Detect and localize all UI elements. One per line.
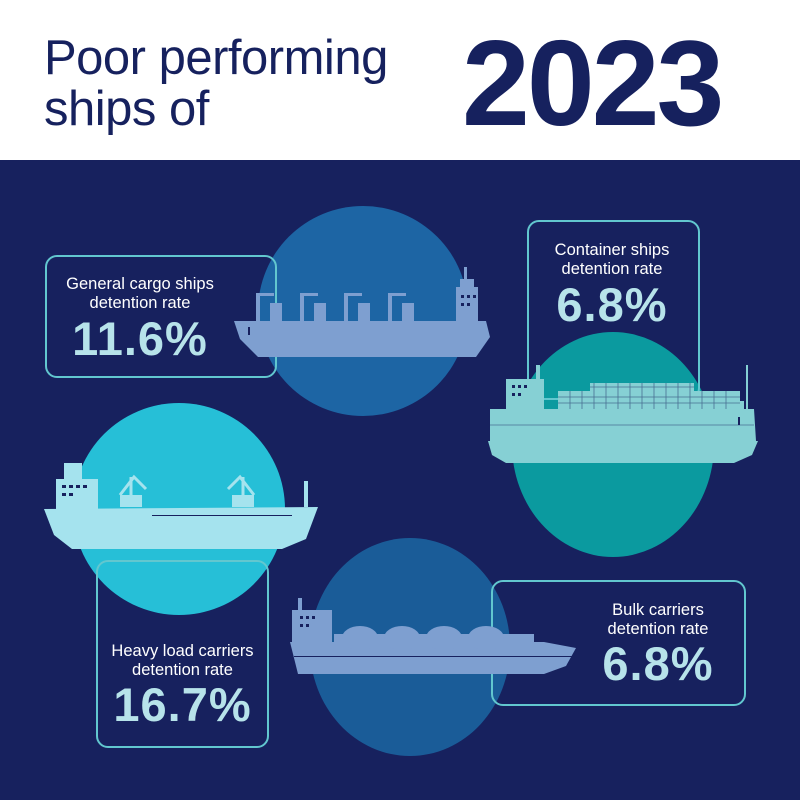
title-line-2: ships of <box>44 82 209 136</box>
container-value: 6.8% <box>556 278 668 331</box>
heavy-load-ship-icon <box>44 463 318 549</box>
heavy-load-value: 16.7% <box>113 678 252 731</box>
general-cargo-label-line2: detention rate <box>89 294 191 312</box>
bulk-value: 6.8% <box>602 637 714 690</box>
bulk-carrier-ship-icon <box>290 598 576 674</box>
container-label-line1: Container ships <box>554 241 670 259</box>
container-label-line2: detention rate <box>561 260 663 278</box>
bulk-label-line1: Bulk carriers <box>612 601 704 619</box>
year-label: 2023 <box>462 15 724 151</box>
heavy-load-label-line1: Heavy load carriers <box>111 642 254 660</box>
container-ship-icon <box>488 365 758 463</box>
header: Poor performing ships of 2023 <box>0 0 800 160</box>
general-cargo-label-line1: General cargo ships <box>66 275 214 293</box>
bulk-label-line2: detention rate <box>607 620 709 638</box>
heavy-load-card <box>96 560 269 748</box>
general-cargo-ship-icon <box>234 267 490 357</box>
stats-panel: General cargo ships detention rate 11.6% <box>0 160 800 800</box>
title-line-1: Poor performing <box>44 31 388 85</box>
general-cargo-value: 11.6% <box>72 312 208 365</box>
heavy-load-label-line2: detention rate <box>132 661 233 679</box>
